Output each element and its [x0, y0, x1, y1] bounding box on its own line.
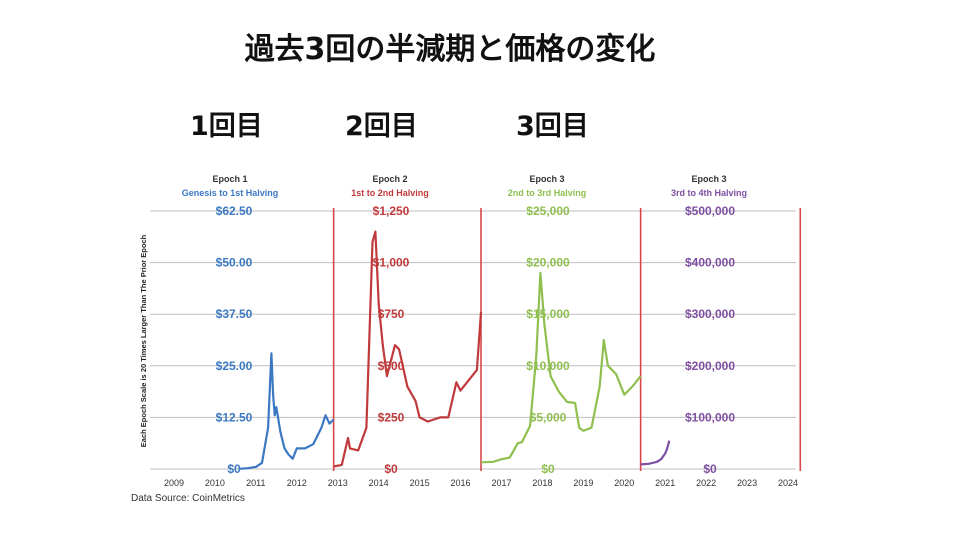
- y-tick-label: $20,000: [526, 256, 570, 270]
- slide-title: 過去3回の半減期と価格の変化: [244, 32, 656, 67]
- epoch-name: Epoch 2: [372, 174, 407, 184]
- epoch-subtitle: 1st to 2nd Halving: [351, 188, 429, 198]
- price-series-line: [640, 440, 671, 466]
- y-tick-label: $62.50: [216, 204, 253, 218]
- y-tick-label: $1,000: [373, 256, 410, 270]
- price-series-line: [333, 230, 483, 468]
- epoch-name: Epoch 1: [212, 174, 247, 184]
- y-tick-label: $0: [384, 462, 398, 476]
- x-tick-label: 2010: [205, 478, 225, 488]
- y-tick-label: $12.50: [216, 410, 253, 424]
- y-tick-label: $300,000: [685, 307, 735, 321]
- epoch-name: Epoch 3: [529, 174, 564, 184]
- price-series-line: [239, 352, 335, 470]
- x-tick-label: 2014: [369, 478, 389, 488]
- round-label-2: 2回目: [345, 111, 418, 142]
- y-tick-label: $0: [703, 462, 717, 476]
- y-tick-label: $50.00: [216, 256, 253, 270]
- x-tick-label: 2022: [696, 478, 716, 488]
- y-tick-label: $10,000: [526, 359, 570, 373]
- x-tick-label: 2013: [328, 478, 348, 488]
- x-tick-label: 2017: [491, 478, 511, 488]
- data-source-note: Data Source: CoinMetrics: [131, 493, 245, 504]
- x-tick-label: 2011: [246, 478, 265, 488]
- y-tick-label: $1,250: [373, 204, 410, 218]
- round-label-1: 1回目: [190, 111, 263, 142]
- y-tick-label: $250: [378, 410, 405, 424]
- y-axis-label: Each Epoch Scale is 20 Times Larger Than…: [139, 234, 148, 447]
- y-tick-label: $0: [227, 462, 241, 476]
- x-tick-label: 2023: [737, 478, 757, 488]
- x-tick-label: 2024: [778, 478, 798, 488]
- y-tick-label: $25.00: [216, 359, 253, 373]
- epoch-name: Epoch 3: [691, 174, 726, 184]
- x-tick-label: 2009: [164, 478, 184, 488]
- y-tick-label: $750: [378, 307, 405, 321]
- y-tick-label: $0: [541, 462, 555, 476]
- y-tick-label: $15,000: [526, 307, 570, 321]
- x-tick-label: 2015: [410, 478, 430, 488]
- x-tick-label: 2021: [655, 478, 675, 488]
- y-tick-label: $25,000: [526, 204, 570, 218]
- epoch-subtitle: 2nd to 3rd Halving: [508, 188, 587, 198]
- y-tick-label: $400,000: [685, 256, 735, 270]
- x-tick-label: 2018: [532, 478, 552, 488]
- y-tick-label: $100,000: [685, 410, 735, 424]
- epoch-subtitle: Genesis to 1st Halving: [182, 188, 279, 198]
- y-tick-label: $37.50: [216, 307, 253, 321]
- y-tick-label: $5,000: [530, 410, 567, 424]
- round-label-3: 3回目: [516, 111, 589, 142]
- x-tick-label: 2016: [451, 478, 471, 488]
- price-series-line: [480, 271, 642, 464]
- x-tick-label: 2020: [614, 478, 634, 488]
- y-tick-label: $500,000: [685, 204, 735, 218]
- y-tick-label: $200,000: [685, 359, 735, 373]
- x-tick-label: 2019: [573, 478, 593, 488]
- epoch-subtitle: 3rd to 4th Halving: [671, 188, 747, 198]
- x-tick-label: 2012: [287, 478, 307, 488]
